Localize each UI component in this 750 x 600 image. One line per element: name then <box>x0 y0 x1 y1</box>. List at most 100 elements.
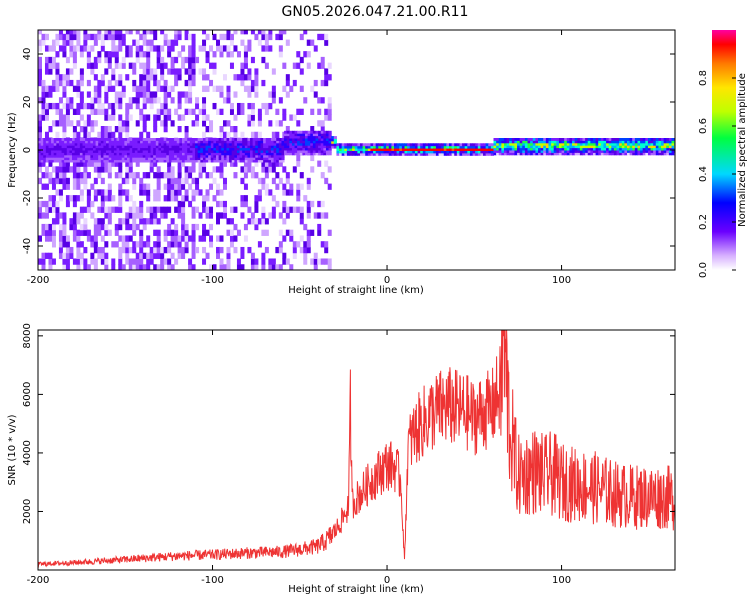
heatmap-cell <box>307 135 311 139</box>
heatmap-cell <box>275 246 280 254</box>
heatmap-cell <box>93 39 98 46</box>
heatmap-cell <box>65 102 70 110</box>
heatmap-cell <box>100 252 105 259</box>
heatmap-cell <box>297 130 301 134</box>
heatmap-cell <box>317 33 322 41</box>
heatmap-cell <box>352 152 356 156</box>
heatmap-cell <box>289 235 294 242</box>
heatmap-cell <box>83 30 88 35</box>
heatmap-cell <box>160 102 165 110</box>
heatmap-cell <box>177 102 182 110</box>
heatmap-cell <box>414 150 419 154</box>
heatmap-cell <box>160 206 165 213</box>
heatmap-cell <box>170 85 175 92</box>
heatmap-cell <box>139 114 144 121</box>
heatmap-cell <box>166 150 170 153</box>
heatmap-cell <box>303 241 308 248</box>
heatmap-cell <box>160 74 165 81</box>
heatmap-cell <box>527 142 531 146</box>
heatmap-cell <box>188 200 193 208</box>
heatmap-cell <box>83 172 88 179</box>
heatmap-cell <box>582 145 586 149</box>
heatmap-cell <box>150 154 154 158</box>
heatmap-cell <box>44 183 49 190</box>
heatmap-cell <box>323 150 327 153</box>
heatmap-cell <box>454 148 458 151</box>
heatmap-cell <box>132 62 137 69</box>
heatmap-cell <box>111 140 115 144</box>
heatmap-cell <box>456 143 460 147</box>
heatmap-cell <box>600 140 604 144</box>
heatmap-cell <box>74 157 78 161</box>
heatmap-cell <box>268 142 272 146</box>
heatmap-cell <box>184 166 189 173</box>
heatmap-cell <box>77 145 81 149</box>
heatmap-cell <box>177 206 182 213</box>
heatmap-cell <box>493 152 497 156</box>
heatmap-cell <box>422 145 426 149</box>
heatmap-cell <box>108 142 112 146</box>
heatmap-cell <box>153 45 158 52</box>
heatmap-cell <box>666 150 670 153</box>
heatmap-cell <box>284 135 288 139</box>
heatmap-cell <box>254 91 259 98</box>
heatmap-cell <box>234 154 238 158</box>
heatmap-cell <box>191 68 196 75</box>
heatmap-cell <box>315 150 319 153</box>
heatmap-cell <box>317 212 322 219</box>
heatmap-cell <box>420 150 424 154</box>
heatmap-cell <box>532 140 536 144</box>
heatmap-cell <box>155 150 159 153</box>
heatmap-cell <box>278 150 282 153</box>
heatmap-cell <box>598 145 602 149</box>
heatmap-cell <box>170 189 175 196</box>
heatmap-cell <box>51 45 56 52</box>
heatmap-cell <box>137 145 141 149</box>
heatmap-cell <box>142 142 146 146</box>
heatmap-cell <box>97 246 102 254</box>
heatmap-cell <box>45 140 49 144</box>
heatmap-cell <box>113 154 118 158</box>
heatmap-cell <box>616 138 620 141</box>
heatmap-cell <box>233 223 238 231</box>
heatmap-cell <box>137 152 141 156</box>
heatmap-cell <box>167 183 172 190</box>
heatmap-cell <box>174 30 179 35</box>
heatmap-cell <box>168 157 173 161</box>
heatmap-cell <box>422 148 426 151</box>
heatmap-cell <box>553 152 557 156</box>
heatmap-cell <box>464 143 468 147</box>
heatmap-cell <box>118 30 123 35</box>
heatmap-cell <box>407 152 411 156</box>
heatmap-cell <box>506 142 510 146</box>
heatmap-cell <box>176 140 180 144</box>
heatmap-cell <box>147 142 152 146</box>
heatmap-cell <box>192 142 196 146</box>
heatmap-cell <box>140 138 144 141</box>
heatmap-cell <box>83 206 88 213</box>
heatmap-cell <box>149 166 154 173</box>
heatmap-cell <box>167 177 172 185</box>
heatmap-cell <box>62 126 67 133</box>
heatmap-cell <box>44 172 49 179</box>
heatmap-cell <box>142 74 147 81</box>
heatmap-cell <box>66 138 70 141</box>
heatmap-cell <box>226 142 230 146</box>
heatmap-cell <box>543 150 547 153</box>
heatmap-cell <box>600 138 604 141</box>
heatmap-cell <box>86 33 91 41</box>
heatmap-cell <box>315 145 319 149</box>
heatmap-cell <box>191 39 196 46</box>
heatmap-cell <box>333 145 337 149</box>
heatmap-cell <box>511 152 515 156</box>
heatmap-cell <box>611 147 615 151</box>
heatmap-cell <box>273 145 277 149</box>
heatmap-cell <box>621 145 625 149</box>
heatmap-cell <box>264 39 269 46</box>
heatmap-cell <box>191 223 196 231</box>
heatmap-cell <box>106 150 110 153</box>
heatmap-cell <box>375 150 379 154</box>
heatmap-cell <box>100 150 104 153</box>
heatmap-cell <box>118 131 123 139</box>
heatmap-cell <box>226 85 231 92</box>
